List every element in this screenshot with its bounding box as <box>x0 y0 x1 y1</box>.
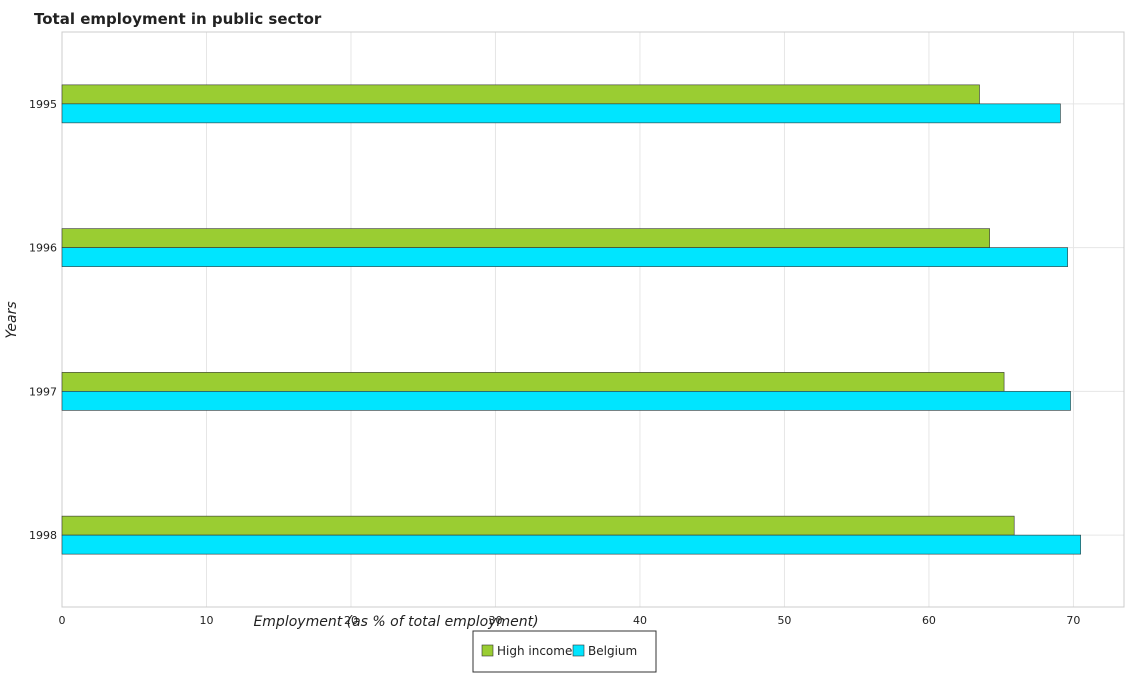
bar-high-income-1997 <box>61 372 1005 392</box>
x-tick-label: 20 <box>344 614 358 627</box>
x-tick-label: 50 <box>777 614 791 627</box>
legend-label: High income <box>497 644 572 658</box>
y-tick-labels: 1995 1996 1997 1998 <box>29 98 57 542</box>
bar-high-income-1996 <box>61 228 990 248</box>
x-tick-label: 10 <box>199 614 213 627</box>
y-tick-label: 1998 <box>29 529 57 542</box>
x-tick-label: 0 <box>59 614 66 627</box>
bar-high-income-1995 <box>61 84 980 105</box>
legend-swatch <box>481 644 494 657</box>
x-tick-labels: 0 10 20 30 40 50 60 70 <box>59 614 1081 627</box>
bars <box>61 84 1081 555</box>
x-tick-label: 60 <box>922 614 936 627</box>
y-axis-label: Years <box>4 301 20 338</box>
y-tick-label: 1995 <box>29 98 57 111</box>
legend-label: Belgium <box>588 644 637 658</box>
x-tick-label: 70 <box>1066 614 1080 627</box>
bar-belgium-1997 <box>61 391 1071 411</box>
y-tick-label: 1996 <box>29 242 57 255</box>
legend-swatch <box>572 644 585 657</box>
bar-belgium-1996 <box>61 247 1068 267</box>
chart-title: Total employment in public sector <box>34 10 322 28</box>
x-tick-label: 40 <box>633 614 647 627</box>
x-axis-label: Employment (as % of total employment) <box>253 614 538 630</box>
legend: High income Belgium <box>472 630 657 673</box>
y-tick-label: 1997 <box>29 385 57 398</box>
legend-box <box>472 630 657 673</box>
bar-belgium-1995 <box>61 103 1061 124</box>
plot-area-border <box>61 31 1125 608</box>
x-tick-label: 30 <box>488 614 502 627</box>
bar-belgium-1998 <box>61 534 1081 555</box>
bar-high-income-1998 <box>61 515 1015 536</box>
